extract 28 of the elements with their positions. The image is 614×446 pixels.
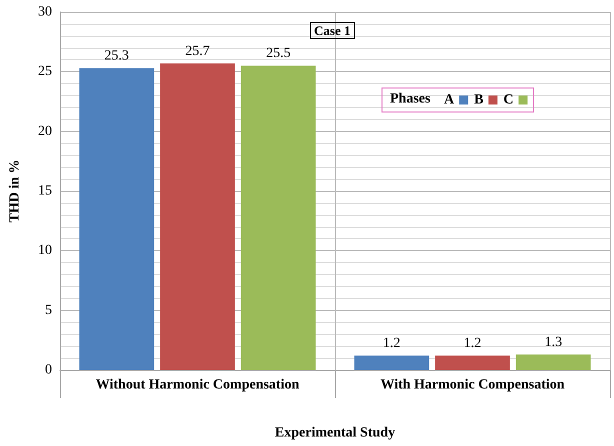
bar [516,354,591,370]
legend-label: A [444,92,455,108]
x-axis-title: Experimental Study [274,426,396,440]
y-tick-label: 30 [38,4,52,20]
y-tick-label: 20 [38,124,52,139]
y-tick-label: 5 [45,302,52,318]
data-label: 25.7 [185,44,210,59]
bar [354,356,430,370]
data-label: 25.5 [266,46,291,62]
bar [79,68,154,370]
legend-label: C [503,92,514,108]
data-label: 1.3 [544,334,562,350]
data-label: 25.3 [104,48,129,64]
legend-label: B [474,92,484,108]
y-tick-label: 0 [45,362,52,378]
data-label: 1.2 [464,336,482,352]
bar [240,66,316,370]
bar [435,356,510,370]
legend-title: Phases [390,92,431,106]
data-label: 1.2 [382,336,400,352]
y-tick-label: 10 [38,243,52,258]
y-tick-label: 25 [38,64,52,80]
x-tick-label: Without Harmonic Compensation [96,378,300,392]
y-tick-label: 15 [38,184,52,198]
bar [160,63,235,370]
x-tick-label: With Harmonic Compensation [380,378,565,392]
y-axis-title: THD in % [8,159,22,223]
text: Case 1 [314,23,350,38]
